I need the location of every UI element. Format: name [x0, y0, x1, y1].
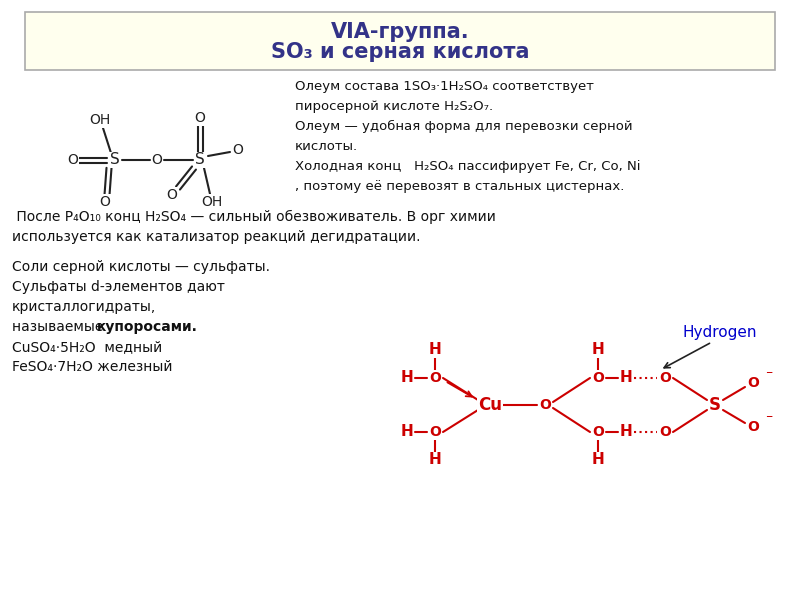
Text: используется как катализатор реакций дегидратации.: используется как катализатор реакций дег… [12, 230, 421, 244]
Text: O: O [747, 420, 759, 434]
Text: H: H [401, 425, 414, 439]
Text: H: H [620, 425, 632, 439]
Text: O: O [429, 371, 441, 385]
Text: O: O [429, 425, 441, 439]
Text: ⁻: ⁻ [765, 412, 772, 426]
Text: называемые: называемые [12, 320, 108, 334]
Text: ⁻: ⁻ [765, 368, 772, 382]
Text: CuSO₄·5H₂O  медный: CuSO₄·5H₂O медный [12, 340, 162, 354]
Text: H: H [429, 452, 442, 467]
Text: кислоты.: кислоты. [295, 140, 358, 153]
Text: OH: OH [202, 195, 222, 209]
Text: Холодная конц   H₂SO₄ пассифирует Fe, Cr, Co, Ni: Холодная конц H₂SO₄ пассифирует Fe, Cr, … [295, 160, 641, 173]
Text: Олеум состава 1SO₃·1H₂SO₄ соответствует: Олеум состава 1SO₃·1H₂SO₄ соответствует [295, 80, 594, 93]
Text: H: H [401, 370, 414, 385]
Text: O: O [592, 425, 604, 439]
Text: O: O [659, 425, 671, 439]
Text: SO₃ и серная кислота: SO₃ и серная кислота [270, 42, 530, 62]
Text: пиросерной кислоте H₂S₂O₇.: пиросерной кислоте H₂S₂O₇. [295, 100, 493, 113]
Text: O: O [233, 143, 243, 157]
Text: H: H [592, 343, 604, 358]
Text: S: S [110, 152, 120, 167]
Text: O: O [539, 398, 551, 412]
Text: O: O [67, 153, 78, 167]
Text: O: O [166, 188, 178, 202]
Text: Олеум — удобная форма для перевозки серной: Олеум — удобная форма для перевозки серн… [295, 120, 633, 133]
Text: O: O [592, 371, 604, 385]
Text: O: O [747, 376, 759, 390]
Text: , поэтому её перевозят в стальных цистернах.: , поэтому её перевозят в стальных цистер… [295, 180, 624, 193]
Text: После P₄O₁₀ конц H₂SO₄ — сильный обезвоживатель. В орг химии: После P₄O₁₀ конц H₂SO₄ — сильный обезвож… [12, 210, 496, 224]
Text: H: H [620, 370, 632, 385]
Text: S: S [709, 396, 721, 414]
Text: Hydrogen: Hydrogen [682, 325, 758, 340]
Text: O: O [659, 371, 671, 385]
Text: Соли серной кислоты — сульфаты.: Соли серной кислоты — сульфаты. [12, 260, 270, 274]
Text: VIA-группа.: VIA-группа. [330, 22, 470, 42]
Text: S: S [195, 152, 205, 167]
Text: H: H [429, 343, 442, 358]
Text: Cu: Cu [478, 396, 502, 414]
Text: купоросами.: купоросами. [97, 320, 198, 334]
Text: O: O [99, 195, 110, 209]
Text: OH: OH [90, 113, 110, 127]
Text: Сульфаты d-элементов дают: Сульфаты d-элементов дают [12, 280, 225, 294]
FancyBboxPatch shape [25, 12, 775, 70]
Text: O: O [151, 153, 162, 167]
Text: O: O [194, 111, 206, 125]
Text: кристаллогидраты,: кристаллогидраты, [12, 300, 156, 314]
Text: FeSO₄·7H₂O железный: FeSO₄·7H₂O железный [12, 360, 173, 374]
Text: H: H [592, 452, 604, 467]
